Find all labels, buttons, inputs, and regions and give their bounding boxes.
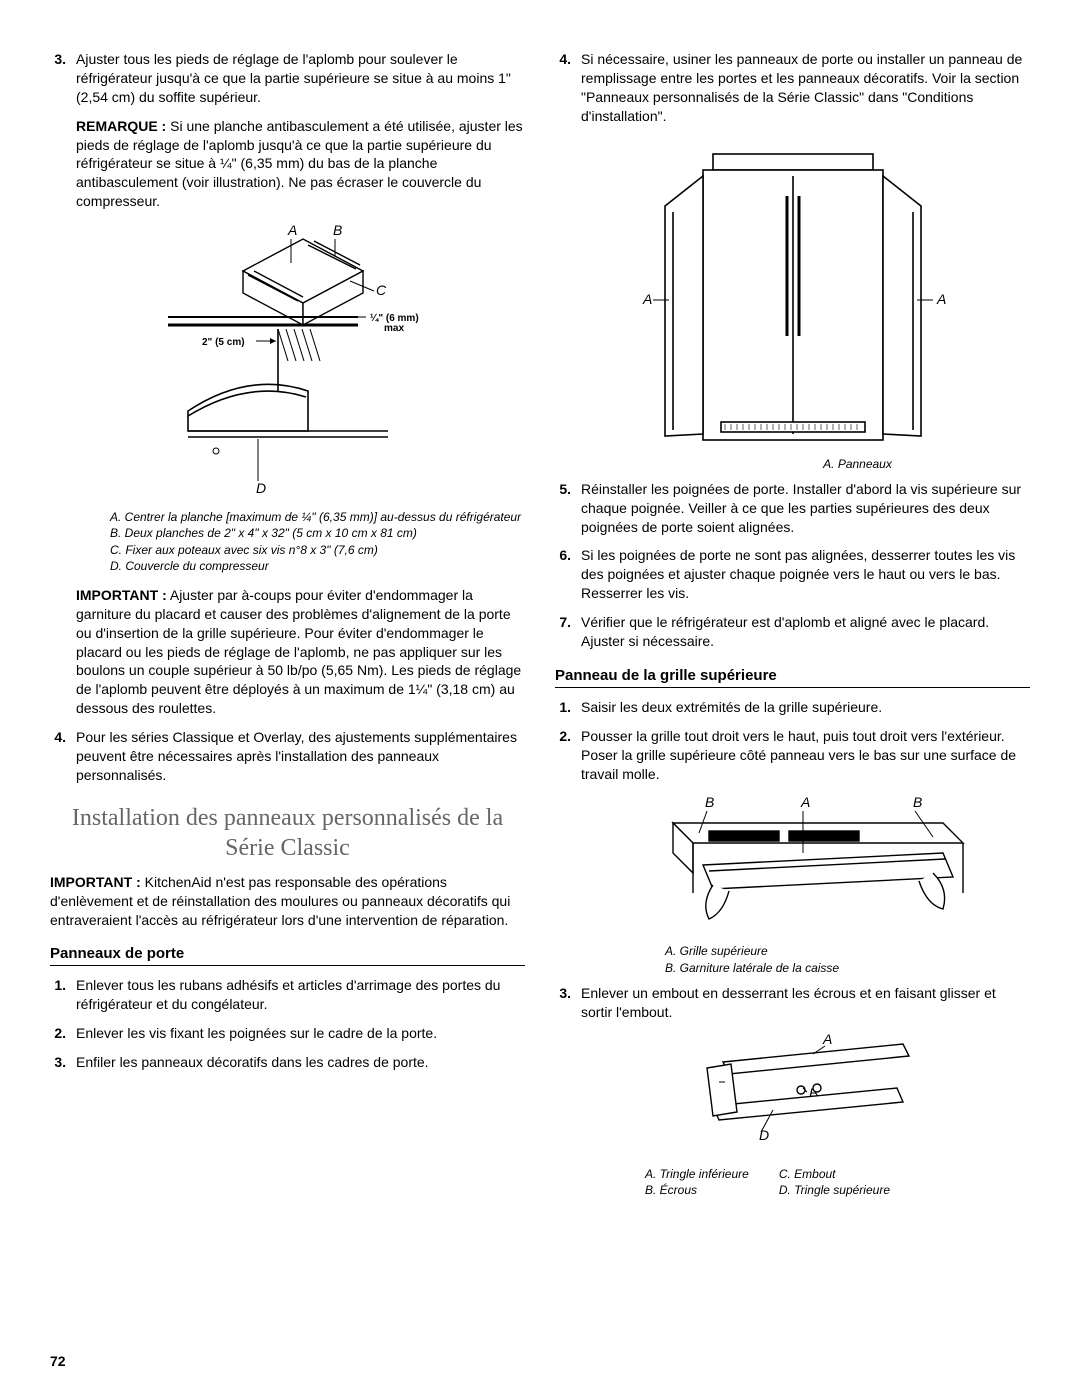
- subheading-panneaux-porte: Panneaux de porte: [50, 945, 525, 966]
- figure-fridge-doors: A A: [555, 136, 1030, 472]
- list-body: Enlever les vis fixant les poignées sur …: [76, 1024, 525, 1043]
- list-number: 2.: [50, 1024, 76, 1043]
- list-number: 6.: [555, 546, 581, 603]
- list-number: 4.: [50, 728, 76, 785]
- list-item: 2. Pousser la grille tout droit vers le …: [555, 727, 1030, 784]
- list-item: 2. Enlever les vis fixant les poignées s…: [50, 1024, 525, 1043]
- list-body: Saisir les deux extrémités de la grille …: [581, 698, 1030, 717]
- list-item: 3. Enfiler les panneaux décoratifs dans …: [50, 1053, 525, 1072]
- svg-text:C: C: [376, 282, 387, 298]
- list-item: 4. Si nécessaire, usiner les panneaux de…: [555, 50, 1030, 126]
- list-item: 5. Réinstaller les poignées de porte. In…: [555, 480, 1030, 537]
- svg-text:max: max: [384, 323, 404, 334]
- page-number: 72: [50, 1353, 66, 1369]
- svg-text:B: B: [333, 222, 342, 238]
- svg-text:B: B: [913, 794, 922, 810]
- list-number: 1.: [555, 698, 581, 717]
- list-item: 1. Enlever tous les rubans adhésifs et a…: [50, 976, 525, 1014]
- list-number: 1.: [50, 976, 76, 1014]
- fig4-cap-c: C. Embout: [779, 1166, 890, 1182]
- figure1-caption: A. Centrer la planche [maximum de ¼" (6,…: [110, 509, 525, 574]
- caption-a: A. Centrer la planche [maximum de ¼" (6,…: [110, 509, 525, 525]
- important-block: IMPORTANT : Ajuster par à-coups pour évi…: [76, 586, 525, 718]
- list-body: Réinstaller les poignées de porte. Insta…: [581, 480, 1030, 537]
- list-body: Enlever tous les rubans adhésifs et arti…: [76, 976, 525, 1014]
- fig4-caption: A. Tringle inférieure B. Écrous C. Embou…: [645, 1166, 1030, 1198]
- svg-text:D: D: [256, 480, 266, 496]
- list-number: 5.: [555, 480, 581, 537]
- list-body: Pousser la grille tout droit vers le hau…: [581, 727, 1030, 784]
- figure-anti-tip: A B C D: [50, 221, 525, 501]
- svg-text:2" (5 cm): 2" (5 cm): [202, 337, 245, 348]
- list-number: 2.: [555, 727, 581, 784]
- caption-b: B. Deux planches de 2" x 4" x 32" (5 cm …: [110, 525, 525, 541]
- fig4-cap-a: A. Tringle inférieure: [645, 1166, 749, 1182]
- list-item: 3. Ajuster tous les pieds de réglage de …: [50, 50, 525, 107]
- caption-d: D. Couvercle du compresseur: [110, 558, 525, 574]
- fig3-cap-a: A. Grille supérieure: [665, 943, 1030, 959]
- remarque-block: REMARQUE : Si une planche antibasculemen…: [76, 117, 525, 211]
- list-item: 4. Pour les séries Classique et Overlay,…: [50, 728, 525, 785]
- figure-endcap: A C B D: [555, 1032, 1030, 1198]
- list-item: 7. Vérifier que le réfrigérateur est d'a…: [555, 613, 1030, 651]
- list-number: 4.: [555, 50, 581, 126]
- list-number: 3.: [555, 984, 581, 1022]
- svg-text:D: D: [759, 1127, 769, 1143]
- fig4-cap-d: D. Tringle supérieure: [779, 1182, 890, 1198]
- list-number: 3.: [50, 50, 76, 107]
- list-body: Vérifier que le réfrigérateur est d'aplo…: [581, 613, 1030, 651]
- list-body: Si nécessaire, usiner les panneaux de po…: [581, 50, 1030, 126]
- list-item: 6. Si les poignées de porte ne sont pas …: [555, 546, 1030, 603]
- fig2-caption: A. Panneaux: [685, 456, 1030, 472]
- svg-text:A: A: [287, 222, 297, 238]
- subheading-grille: Panneau de la grille supérieure: [555, 667, 1030, 688]
- svg-text:A: A: [800, 794, 810, 810]
- important-text: Ajuster par à-coups pour éviter d'endomm…: [76, 587, 521, 716]
- remarque-label: REMARQUE :: [76, 118, 166, 134]
- list-number: 3.: [50, 1053, 76, 1072]
- list-body: Ajuster tous les pieds de réglage de l'a…: [76, 50, 525, 107]
- list-item: 3. Enlever un embout en desserrant les é…: [555, 984, 1030, 1022]
- important2-label: IMPORTANT :: [50, 874, 141, 890]
- list-body: Enlever un embout en desserrant les écro…: [581, 984, 1030, 1022]
- list-number: 7.: [555, 613, 581, 651]
- list-item: 1. Saisir les deux extrémités de la gril…: [555, 698, 1030, 717]
- svg-text:A: A: [822, 1032, 832, 1047]
- section-title: Installation des panneaux personnalisés …: [50, 803, 525, 863]
- svg-text:B: B: [705, 794, 714, 810]
- fig4-cap-b: B. Écrous: [645, 1182, 749, 1198]
- list-body: Si les poignées de porte ne sont pas ali…: [581, 546, 1030, 603]
- list-body: Enfiler les panneaux décoratifs dans les…: [76, 1053, 525, 1072]
- important2-block: IMPORTANT : KitchenAid n'est pas respons…: [50, 873, 525, 930]
- figure-grille: B A B: [555, 793, 1030, 975]
- fig3-cap-b: B. Garniture latérale de la caisse: [665, 960, 1030, 976]
- caption-c: C. Fixer aux poteaux avec six vis n°8 x …: [110, 542, 525, 558]
- svg-text:A: A: [642, 291, 652, 307]
- list-body: Pour les séries Classique et Overlay, de…: [76, 728, 525, 785]
- important-label: IMPORTANT :: [76, 587, 167, 603]
- svg-text:A: A: [936, 291, 946, 307]
